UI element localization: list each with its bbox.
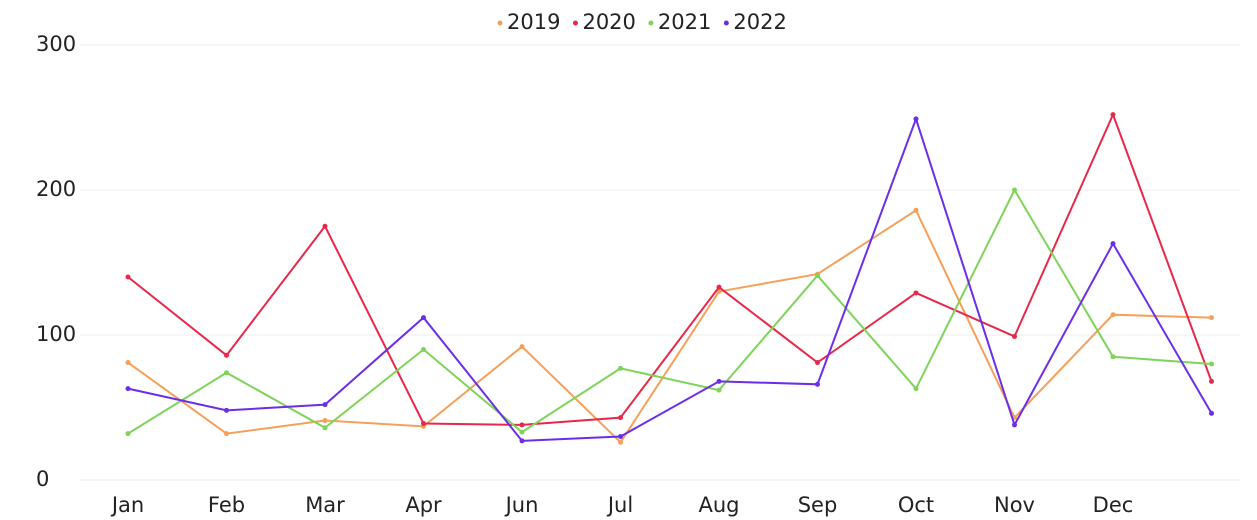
legend-label: 2019 <box>507 10 560 34</box>
data-point <box>1110 241 1116 247</box>
data-point <box>1012 333 1017 339</box>
data-point <box>913 116 919 122</box>
data-point <box>224 431 229 437</box>
x-tick-label: Jul <box>606 493 633 517</box>
data-point <box>1012 187 1017 193</box>
series-line <box>127 111 1213 426</box>
data-point <box>125 274 131 280</box>
legend-label: 2022 <box>733 10 786 34</box>
data-point <box>716 378 722 384</box>
data-point <box>421 420 426 426</box>
data-point <box>125 431 131 437</box>
x-tick-label: Feb <box>208 493 245 517</box>
legend-marker <box>572 20 578 26</box>
y-tick-label: 300 <box>36 32 76 56</box>
data-point <box>322 425 328 431</box>
y-tick-label: 100 <box>36 322 76 346</box>
data-point <box>519 438 525 444</box>
series-line <box>127 208 1212 444</box>
legend-label: 2021 <box>658 10 711 34</box>
y-tick-label: 0 <box>36 467 49 491</box>
x-tick-label: Jan <box>110 493 144 517</box>
x-tick-label: Nov <box>994 493 1035 517</box>
data-point <box>224 370 229 376</box>
x-tick-label: Oct <box>898 493 934 517</box>
data-point <box>618 415 623 421</box>
x-tick-label: Jun <box>504 493 539 517</box>
series-line <box>127 115 1213 442</box>
data-point <box>1110 112 1116 118</box>
data-point <box>815 381 820 387</box>
x-tick-label: Dec <box>1093 493 1134 517</box>
y-tick-label: 200 <box>36 177 76 201</box>
x-tick-label: Aug <box>698 493 739 517</box>
data-point <box>1012 422 1017 428</box>
legend-label: 2020 <box>582 10 635 34</box>
data-point <box>1110 312 1116 318</box>
x-tick-label: Sep <box>798 493 838 517</box>
data-point <box>322 418 328 424</box>
data-point <box>519 429 525 435</box>
x-tick-label: Apr <box>405 493 442 517</box>
data-point <box>1209 410 1214 416</box>
data-point <box>618 439 623 445</box>
data-point <box>224 352 229 358</box>
legend-marker <box>648 20 654 26</box>
data-point <box>125 360 131 366</box>
data-point <box>815 360 820 366</box>
legend-marker <box>497 20 503 26</box>
data-point <box>224 407 229 413</box>
data-point <box>1209 315 1214 321</box>
data-point <box>125 386 131 392</box>
data-point <box>322 402 328 408</box>
data-point <box>1209 361 1214 367</box>
series-line <box>127 187 1212 435</box>
data-point <box>913 207 919 213</box>
x-tick-label: Mar <box>305 493 345 517</box>
data-point <box>519 344 525 350</box>
data-point <box>913 290 919 296</box>
data-point <box>421 347 426 352</box>
data-point <box>1110 354 1116 360</box>
data-point <box>618 434 623 439</box>
legend-marker <box>723 20 729 26</box>
data-point <box>322 223 328 229</box>
data-point <box>421 315 426 321</box>
data-point <box>1209 378 1214 384</box>
data-point <box>618 365 623 371</box>
data-point <box>519 422 525 428</box>
data-point <box>716 284 722 290</box>
data-point <box>815 273 820 279</box>
data-point <box>716 387 722 393</box>
data-point <box>913 386 919 392</box>
